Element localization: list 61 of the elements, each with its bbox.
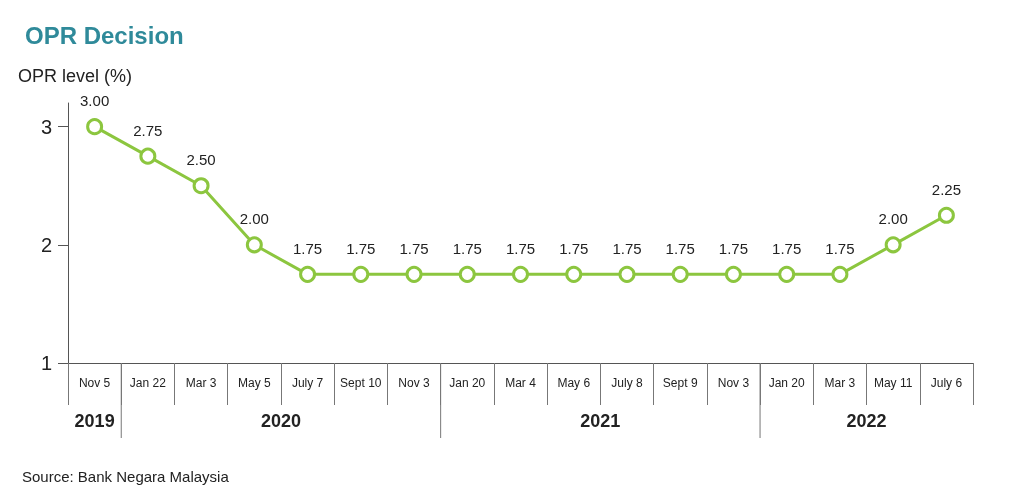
data-label: 2.00 (878, 210, 908, 228)
x-tick-label: July 7 (291, 376, 324, 390)
data-label: 1.75 (772, 239, 802, 257)
x-tick-label: Jan 20 (768, 376, 806, 390)
x-tick-label: May 11 (873, 376, 913, 390)
point (352, 265, 370, 283)
point (724, 265, 742, 283)
point (192, 177, 210, 195)
data-label: 1.75 (825, 239, 855, 257)
point (86, 118, 104, 136)
point (884, 236, 902, 254)
data-label: 1.75 (346, 239, 376, 257)
data-label: 1.75 (292, 239, 323, 257)
text: 2021 (580, 411, 621, 431)
data-label: 2.75 (133, 121, 163, 139)
text: 2019 (74, 411, 115, 431)
x-tick-label: July 8 (611, 376, 643, 390)
point (831, 265, 849, 283)
data-label: 1.75 (665, 239, 695, 257)
data-label: 1.75 (452, 239, 482, 257)
x-tick-label: Mar 3 (824, 376, 856, 390)
x-tick-label: Mar 4 (505, 376, 537, 390)
x-tick-label: Sept 10 (340, 376, 382, 390)
point (458, 265, 476, 283)
x-tick-label: Jan 20 (449, 376, 486, 390)
text: 2022 (846, 411, 887, 431)
point (671, 265, 689, 283)
y-tick-label: 3 (40, 115, 52, 138)
chart-title: OPR Decision (25, 21, 184, 49)
text: 2020 (260, 411, 301, 431)
x-tick-label: Nov 3 (398, 376, 431, 390)
point (937, 206, 955, 224)
data-label: 1.75 (718, 239, 749, 257)
x-tick-label: July 6 (930, 376, 963, 390)
point (618, 265, 636, 283)
data-label: 2.00 (239, 210, 269, 228)
x-tick-label: Mar 3 (185, 376, 217, 390)
data-label: 2.50 (186, 151, 216, 169)
data-label: 2.25 (931, 180, 961, 198)
x-tick-label: May 6 (557, 376, 591, 390)
point (778, 265, 796, 283)
data-label: 3.00 (80, 92, 110, 110)
x-tick-label: Jan 22 (129, 376, 167, 390)
y-tick-label: 1 (40, 352, 52, 374)
source-note: Source: Bank Negara Malaysia (22, 467, 230, 485)
point (299, 265, 317, 283)
x-tick-label: Nov 3 (717, 376, 750, 390)
data-label: 1.75 (559, 239, 589, 257)
point (245, 236, 263, 254)
data-label: 1.75 (399, 239, 429, 257)
point (405, 265, 423, 283)
y-tick-label: 2 (40, 233, 52, 256)
point (512, 265, 529, 283)
point (139, 147, 157, 165)
data-label: 1.75 (505, 239, 536, 257)
x-tick-label: Nov 5 (78, 376, 111, 390)
y-axis-title: OPR level (%) (18, 66, 133, 86)
x-tick-label: Sept 9 (662, 376, 698, 390)
data-label: 1.75 (612, 239, 642, 257)
point (565, 265, 583, 283)
x-tick-label: May 5 (237, 376, 271, 390)
